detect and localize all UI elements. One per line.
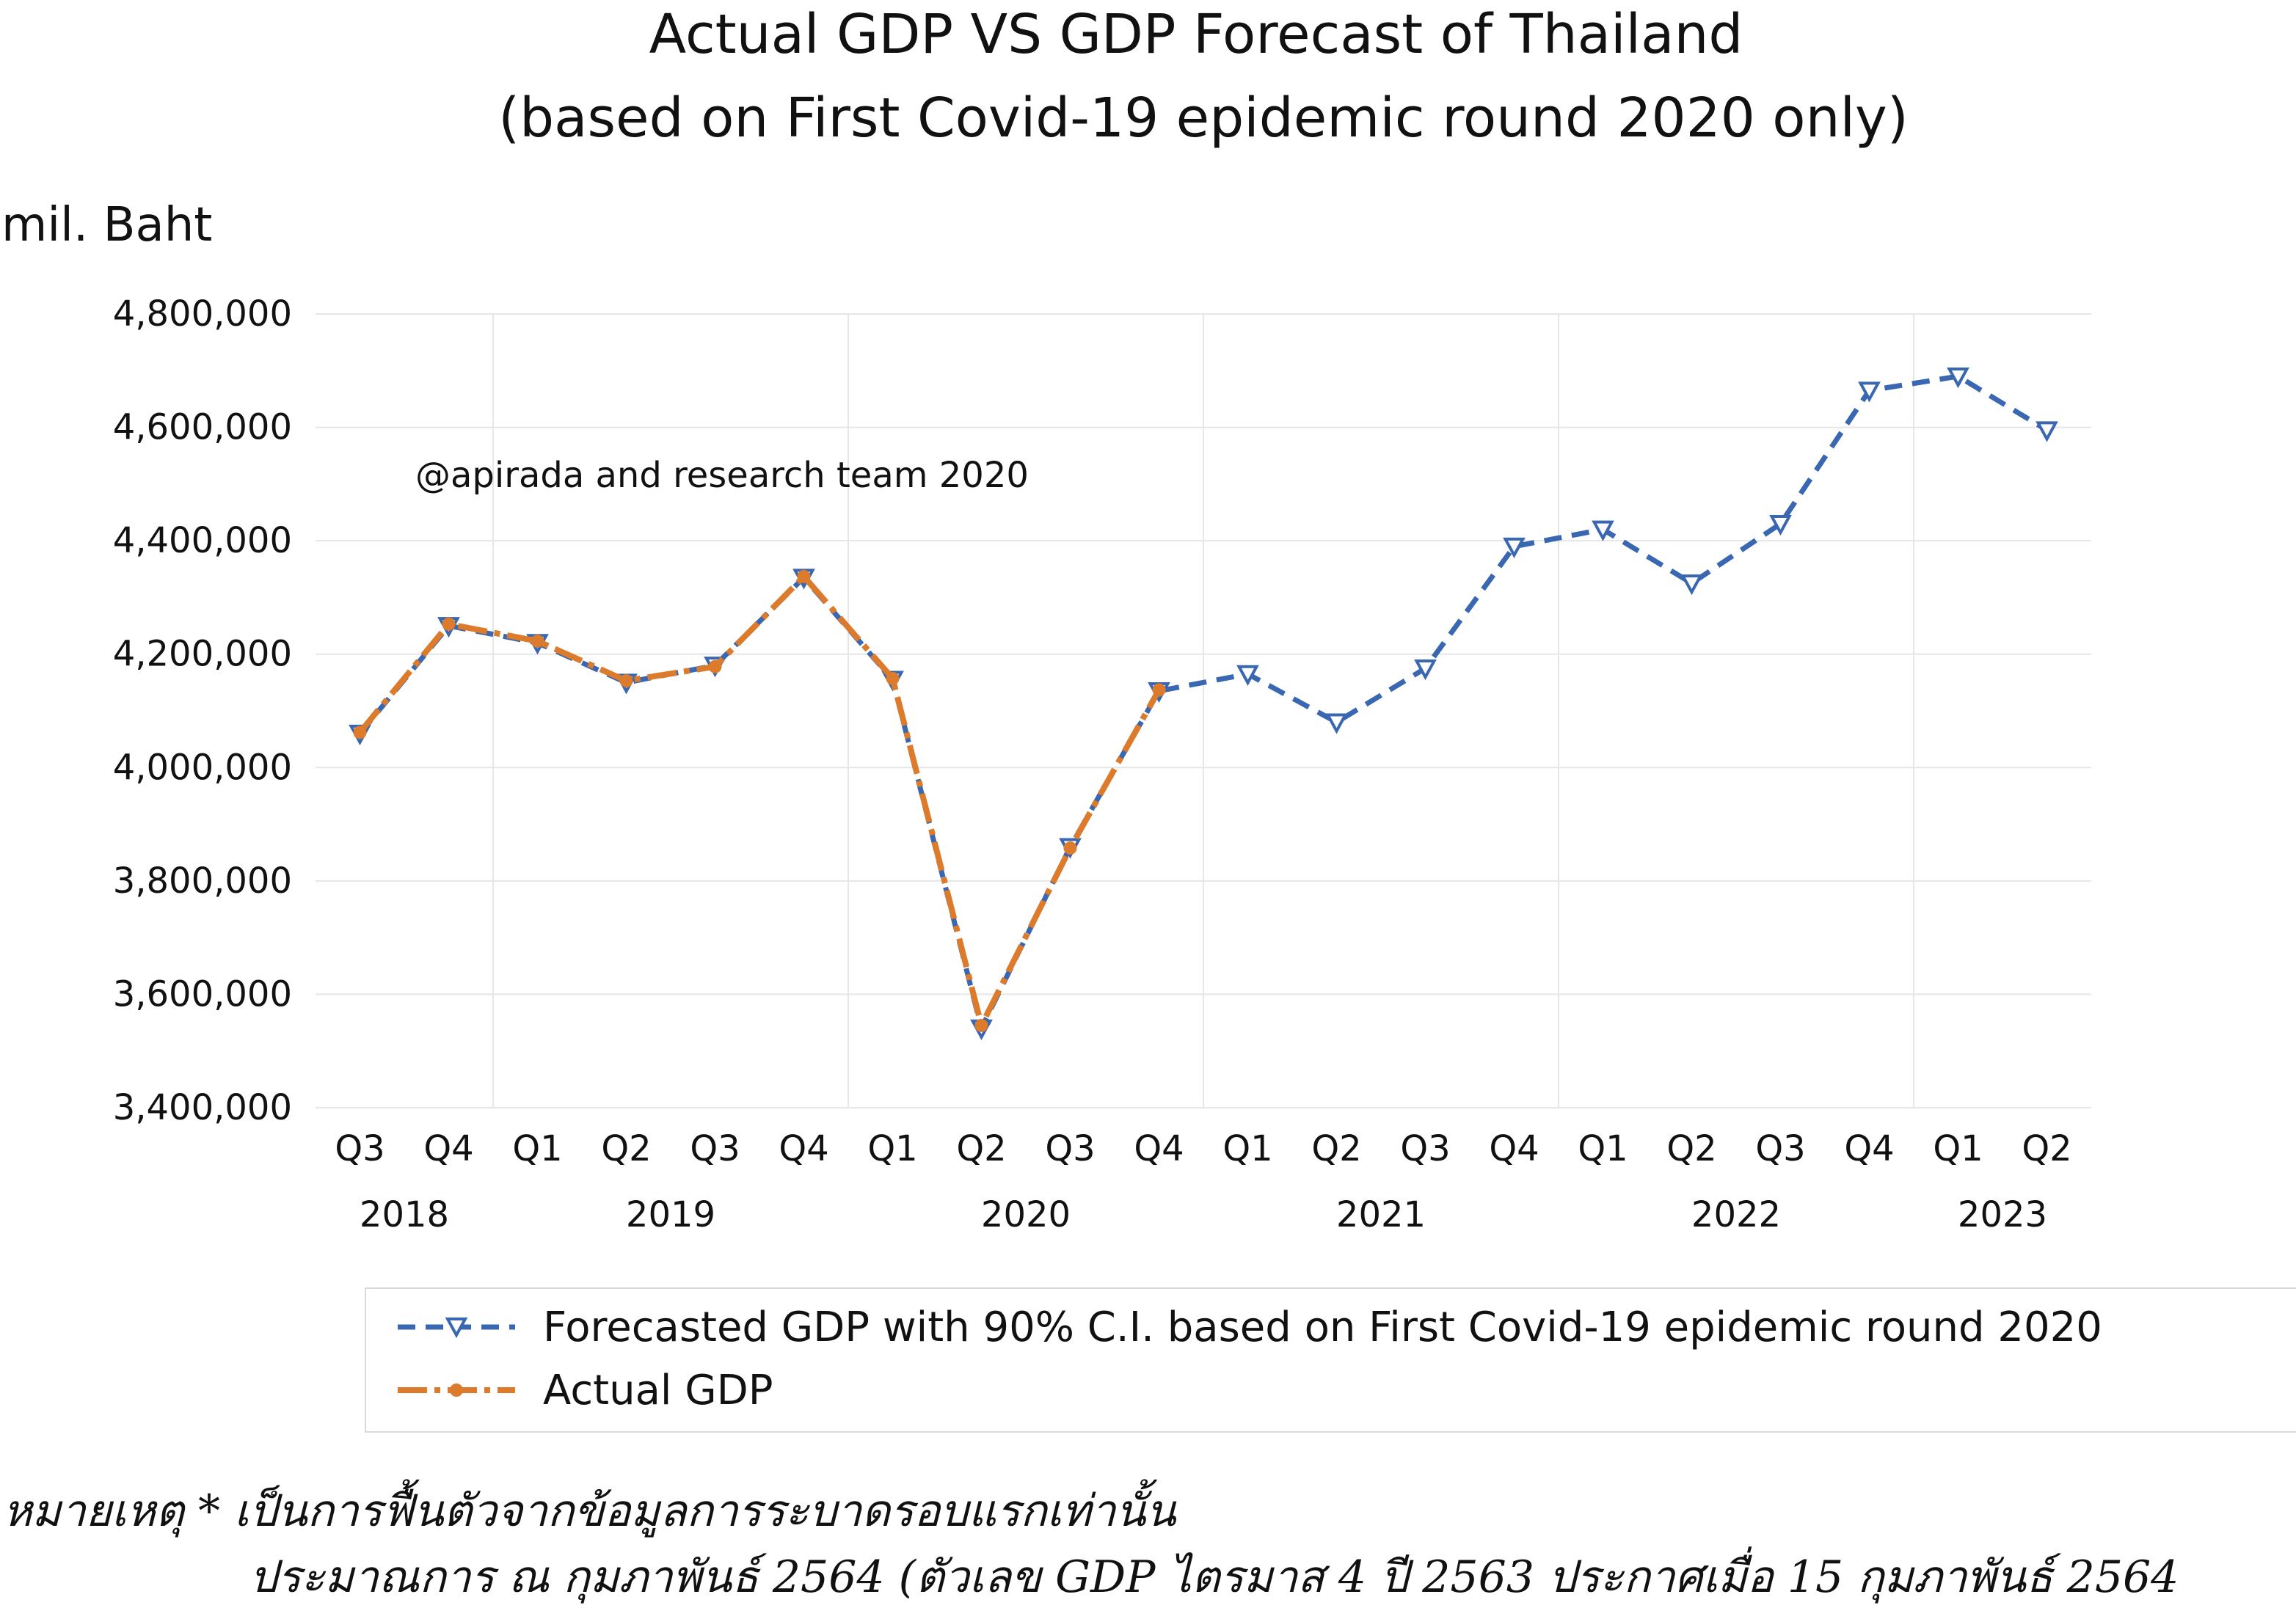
forecast-point xyxy=(1414,659,1437,681)
grid xyxy=(316,313,2091,1108)
legend-box xyxy=(365,1287,2296,1433)
year-label: 2022 xyxy=(1691,1194,1781,1235)
y-tick-label: 3,400,000 xyxy=(113,1087,292,1128)
x-tick-label: Q2 xyxy=(1311,1128,1361,1169)
forecast-point xyxy=(2036,421,2058,442)
forecast-point xyxy=(1680,574,1703,596)
forecast-point xyxy=(1325,713,1348,734)
x-tick-label: Q1 xyxy=(867,1128,917,1169)
x-tick-label: Q2 xyxy=(601,1128,651,1169)
actual-point xyxy=(708,659,722,673)
forecast-series-line xyxy=(357,373,2049,1031)
legend-forecast-marker xyxy=(445,1318,468,1339)
x-tick-label: Q4 xyxy=(1489,1128,1539,1169)
y-tick-label: 4,400,000 xyxy=(113,520,292,561)
year-label: 2018 xyxy=(360,1194,449,1235)
actual-point xyxy=(531,634,544,648)
x-tick-label: Q2 xyxy=(1666,1128,1716,1169)
year-label: 2023 xyxy=(1958,1194,2047,1235)
actual-point xyxy=(353,726,367,739)
year-labels: 2018 2019 2020 2021 2022 2023 xyxy=(360,1194,2047,1235)
series xyxy=(349,368,2058,1040)
x-tick-label: Q4 xyxy=(779,1128,828,1169)
x-tick-label: Q3 xyxy=(690,1128,740,1169)
chart-title: Actual GDP VS GDP Forecast of Thailand xyxy=(649,3,1743,66)
actual-point xyxy=(619,674,633,688)
forecast-point xyxy=(1858,381,1881,403)
x-tick-label: Q1 xyxy=(512,1128,562,1169)
legend-actual-label: Actual GDP xyxy=(543,1367,773,1414)
x-tick-label: Q3 xyxy=(335,1128,385,1169)
actual-point xyxy=(1063,841,1077,855)
x-tick-label: Q4 xyxy=(1844,1128,1894,1169)
year-label: 2019 xyxy=(626,1194,715,1235)
y-tick-label: 4,000,000 xyxy=(113,747,292,788)
year-label: 2021 xyxy=(1336,1194,1426,1235)
y-tick-label: 3,800,000 xyxy=(113,860,292,902)
legend: Forecasted GDP with 90% C.I. based on Fi… xyxy=(365,1287,2296,1433)
forecast-point xyxy=(1592,520,1614,541)
forecast-point xyxy=(1236,665,1259,686)
legend-forecast-label: Forecasted GDP with 90% C.I. based on Fi… xyxy=(543,1304,2102,1351)
x-tick-label: Q3 xyxy=(1045,1128,1095,1169)
y-axis-label: mil. Baht xyxy=(1,198,212,252)
x-tick-label: Q1 xyxy=(1933,1128,1983,1169)
year-label: 2020 xyxy=(981,1194,1071,1235)
y-tick-label: 4,800,000 xyxy=(113,293,292,335)
x-tick-label: Q1 xyxy=(1578,1128,1628,1169)
x-ticks: Q3 Q4 Q1 Q2 Q3 Q4 Q1 Q2 Q3 Q4 Q1 Q2 Q3 Q4 Q1 Q2 Q3 Q4 Q1 Q2 xyxy=(335,1128,2071,1169)
actual-point xyxy=(974,1018,988,1032)
y-ticks: 3,400,000 3,600,000 3,800,000 4,000,000 4,20… xyxy=(113,293,292,1128)
x-tick-label: Q4 xyxy=(423,1128,473,1169)
forecast-point xyxy=(1503,537,1526,559)
x-tick-label: Q3 xyxy=(1400,1128,1450,1169)
actual-series-line xyxy=(357,573,1162,1028)
chart-annotation: @apirada and research team 2020 xyxy=(415,455,1029,496)
actual-point xyxy=(886,671,900,685)
actual-point xyxy=(442,617,456,631)
y-tick-label: 3,600,000 xyxy=(113,973,292,1015)
actual-point xyxy=(797,569,811,583)
x-tick-label: Q2 xyxy=(956,1128,1006,1169)
forecast-point xyxy=(1769,514,1792,536)
x-tick-label: Q3 xyxy=(1755,1128,1805,1169)
y-tick-label: 4,600,000 xyxy=(113,407,292,448)
x-tick-label: Q4 xyxy=(1134,1128,1184,1169)
y-tick-label: 4,200,000 xyxy=(113,634,292,675)
chart-subtitle: (based on First Covid-19 epidemic round … xyxy=(498,87,1908,150)
x-tick-label: Q1 xyxy=(1222,1128,1272,1169)
actual-point xyxy=(1152,683,1166,697)
legend-actual-marker xyxy=(450,1384,463,1397)
note-line-2: ประมาณการ ณ กุมภาพันธ์ 2564 (ตัวเลข GDP … xyxy=(249,1546,2179,1604)
forecast-point xyxy=(1947,368,1969,389)
note-line-1: หมายเหตุ * เป็นการฟื้นตัวจากข้อมูลการระบ… xyxy=(3,1479,1177,1538)
x-tick-label: Q2 xyxy=(2022,1128,2071,1169)
